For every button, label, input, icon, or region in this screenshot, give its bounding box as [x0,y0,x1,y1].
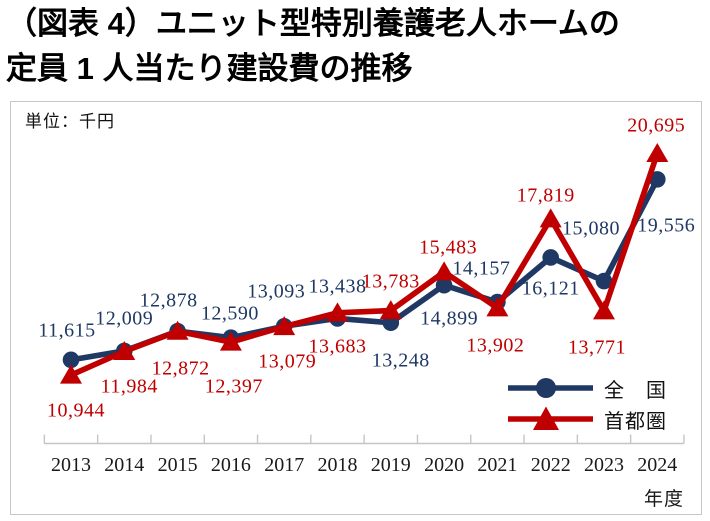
x-tick-label-2016: 2016 [210,454,251,476]
x-tick-label-2024: 2024 [637,454,678,476]
value-label-首都圏-2023: 13,771 [568,336,626,359]
legend-label-metro: 首都圏 [604,410,667,433]
value-label-全国-2017: 13,093 [247,280,306,303]
x-tick-label-2022: 2022 [530,454,571,476]
figure-title-line2: 定員 1 人当たり建設費の推移 [6,51,413,86]
value-label-全国-2016: 12,590 [200,302,259,325]
national-line-circle-swatch-icon [508,374,593,402]
value-label-全国-2013: 11,615 [38,319,96,342]
value-label-全国-2014: 12,009 [95,307,154,330]
value-label-全国-2018: 13,438 [308,275,367,298]
x-tick-label-2020: 2020 [424,454,465,476]
x-tick-label-2017: 2017 [264,454,305,476]
chart-panel: 単位：千円 年度 全 国 首都圏 11,615 12,009 12,878 12,59… [10,101,702,515]
x-tick-label-2021: 2021 [477,454,518,476]
value-label-首都圏-2013: 10,944 [47,399,105,422]
triangle-marker-icon [113,340,136,360]
circle-marker-icon [542,249,559,266]
circle-marker-icon [62,351,80,369]
triangle-marker-icon [219,331,242,351]
figure-title: （図表 4）ユニット型特別養護老人ホームの 定員 1 人当たり建設費の推移 [6,1,620,91]
value-label-全国-2019: 13,248 [371,349,430,372]
x-axis-title: 年度 [643,489,684,510]
unit-label: 単位：千円 [25,112,115,131]
value-label-全国-2022: 16,121 [521,277,580,300]
circle-marker-icon [435,276,453,294]
value-label-全国-2015: 12,878 [139,289,198,312]
series-首都圏 [60,142,669,384]
value-label-首都圏-2024: 20,695 [627,114,686,137]
x-tick-label-2018: 2018 [317,454,358,476]
x-tick-label-2014: 2014 [104,454,145,476]
figure-title-line1: （図表 4）ユニット型特別養護老人ホームの [6,6,620,41]
value-label-首都圏-2019: 13,783 [361,270,420,293]
line-chart-svg [43,142,685,445]
x-tick-label-2013: 2013 [51,454,91,476]
x-tick-label-2015: 2015 [157,454,198,476]
legend-label-national: 全 国 [604,379,667,402]
triangle-marker-icon [433,261,456,281]
value-label-全国-2021: 14,157 [452,257,511,280]
triangle-marker-icon [379,300,402,320]
triangle-marker-icon [60,364,82,384]
series-line-首都圏 [69,152,660,378]
circle-marker-icon [595,272,613,290]
triangle-marker-icon [646,142,669,162]
value-label-首都圏-2014: 11,984 [100,375,158,398]
value-label-首都圏-2017: 13,079 [258,350,317,373]
value-label-全国-2020: 14,899 [420,307,479,330]
x-tick-label-2023: 2023 [584,454,624,476]
triangle-marker-icon [273,316,296,336]
value-label-首都圏-2020: 15,483 [419,236,478,259]
value-label-首都圏-2021: 13,902 [466,334,525,357]
legend-item-metro: 首都圏 [508,405,667,433]
value-label-首都圏-2018: 13,683 [308,335,367,358]
triangle-marker-icon [166,320,189,340]
triangle-marker-icon [486,297,509,317]
triangle-marker-icon [539,208,562,228]
triangle-marker-icon [326,302,349,322]
value-label-全国-2023: 15,080 [562,217,620,240]
triangle-marker-icon [593,300,615,320]
legend-item-national: 全 国 [508,374,667,402]
value-label-首都圏-2022: 17,819 [516,184,575,207]
value-label-首都圏-2016: 12,397 [204,375,263,398]
x-tick-label-2019: 2019 [370,454,411,476]
circle-marker-icon [649,171,666,188]
metro-line-triangle-swatch-icon [508,405,593,433]
value-label-全国-2024: 19,556 [637,214,696,237]
value-label-首都圏-2015: 12,872 [151,357,210,380]
